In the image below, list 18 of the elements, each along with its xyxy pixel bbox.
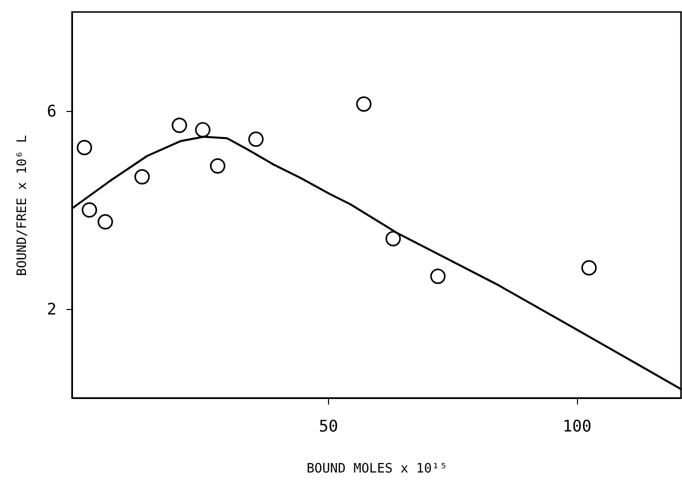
- y-axis-title: BOUND/FREE x 10⁶ L: [14, 134, 30, 276]
- point: [98, 214, 113, 230]
- point: [356, 96, 372, 112]
- point: [134, 169, 150, 184]
- point: [82, 202, 98, 218]
- point: [210, 158, 226, 174]
- point: [195, 122, 210, 138]
- x-axis-title: BOUND MOLES x 10¹⁵: [306, 462, 448, 476]
- point: [581, 260, 597, 276]
- point: [385, 230, 401, 246]
- x-tick-label: 50: [318, 416, 338, 436]
- y-tick-label: 2: [46, 299, 56, 318]
- point: [76, 140, 92, 156]
- y-tick-label: 6: [46, 101, 56, 120]
- point: [172, 118, 188, 134]
- x-tick-label: 100: [562, 416, 592, 436]
- point: [430, 268, 446, 284]
- point: [248, 132, 264, 147]
